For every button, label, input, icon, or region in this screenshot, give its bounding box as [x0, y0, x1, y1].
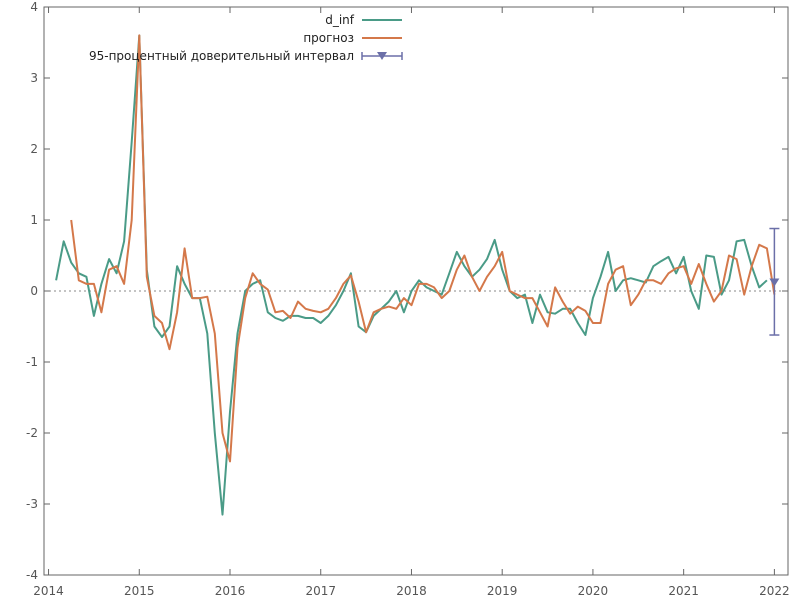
x-axis: 2014 2015 2016 2017 2018 2019 2020 2021 2022	[33, 7, 790, 598]
x-tick-label: 2016	[215, 584, 246, 598]
x-tick-label: 2015	[124, 584, 155, 598]
interval-center-marker	[769, 278, 780, 287]
legend-label-d-inf: d_inf	[325, 13, 355, 27]
x-tick-label: 2017	[305, 584, 336, 598]
y-tick-label: 1	[30, 213, 38, 227]
interval-layer	[769, 227, 780, 336]
legend-label-interval: 95-процентный доверительный интервал	[89, 49, 354, 63]
legend-item-forecast: прогноз	[303, 31, 402, 45]
y-tick-label: 0	[30, 284, 38, 298]
series-line-d-inf	[55, 34, 768, 516]
legend-interval-marker	[377, 52, 387, 60]
x-tick-label: 2018	[396, 584, 427, 598]
series-line-forecast	[70, 34, 776, 463]
y-axis: -4 -3 -2 -1 0 1 2 3 4	[26, 0, 788, 582]
y-tick-label: -1	[26, 355, 38, 369]
x-tick-label: 2021	[668, 584, 699, 598]
y-tick-label: 3	[30, 71, 38, 85]
y-tick-label: 2	[30, 142, 38, 156]
legend-swatch-interval	[361, 52, 403, 60]
y-tick-label: -2	[26, 426, 38, 440]
legend-label-forecast: прогноз	[303, 31, 354, 45]
x-tick-label: 2019	[487, 584, 518, 598]
legend-item-d-inf: d_inf	[325, 13, 402, 27]
legend: d_inf прогноз 95-процентный доверительны…	[89, 13, 403, 63]
y-tick-label: 4	[30, 0, 38, 14]
legend-item-interval: 95-процентный доверительный интервал	[89, 49, 403, 63]
series-layer	[55, 34, 776, 516]
y-tick-label: -3	[26, 497, 38, 511]
y-tick-label: -4	[26, 568, 38, 582]
x-tick-label: 2020	[578, 584, 609, 598]
x-tick-label: 2022	[759, 584, 790, 598]
x-tick-label: 2014	[33, 584, 64, 598]
